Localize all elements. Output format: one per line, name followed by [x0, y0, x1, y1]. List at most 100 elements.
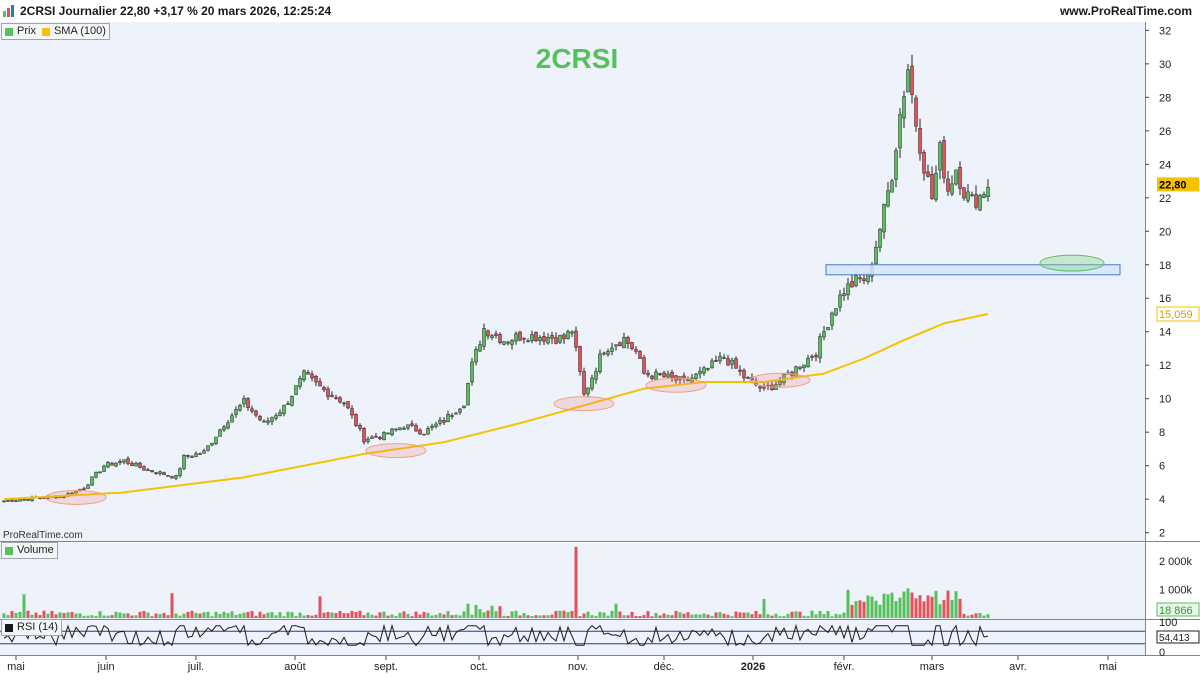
candle-up — [842, 293, 846, 297]
volume-bar — [910, 592, 914, 618]
volume-bar — [726, 614, 730, 618]
volume-bar — [862, 601, 866, 618]
candle-down — [646, 372, 650, 376]
rsi-tick-label: 100 — [1159, 617, 1177, 629]
volume-bar — [354, 612, 358, 618]
volume-bar — [926, 595, 930, 618]
volume-bar — [86, 615, 90, 618]
volume-bar — [662, 613, 666, 618]
volume-bar — [350, 610, 354, 618]
candle-up — [602, 352, 606, 355]
rsi-legend[interactable]: RSI (14) — [1, 619, 62, 636]
volume-panel-background — [0, 543, 1145, 619]
volume-bar — [82, 615, 86, 618]
candle-up — [430, 425, 434, 428]
volume-bar — [14, 612, 18, 618]
volume-bar — [626, 615, 630, 618]
volume-bar — [374, 615, 378, 618]
volume-bar — [570, 611, 574, 618]
candle-up — [566, 331, 570, 339]
volume-bar — [250, 611, 254, 618]
candle-down — [554, 337, 558, 344]
volume-bar — [10, 610, 14, 618]
time-tick-label: août — [284, 661, 305, 673]
candle-up — [102, 465, 106, 472]
volume-bar — [874, 600, 878, 618]
volume-bar — [790, 611, 794, 618]
volume-bar — [322, 612, 326, 618]
volume-bar — [202, 612, 206, 618]
volume-bar — [262, 614, 266, 618]
volume-bar — [898, 597, 902, 618]
volume-legend[interactable]: Volume — [1, 542, 58, 559]
volume-bar — [138, 611, 142, 618]
price-tick-label: 24 — [1159, 159, 1171, 171]
candle-down — [498, 334, 502, 343]
candle-down — [410, 423, 414, 426]
candle-up — [978, 195, 982, 211]
candle-up — [934, 173, 938, 200]
price-legend[interactable]: Prix SMA (100) — [1, 23, 110, 40]
volume-bar — [222, 611, 226, 618]
candle-up — [598, 353, 602, 373]
volume-bar — [826, 610, 830, 618]
candle-up — [762, 386, 766, 389]
candle-down — [138, 462, 142, 468]
volume-bar — [146, 612, 150, 618]
volume-bar — [98, 611, 102, 618]
candle-down — [638, 351, 642, 359]
chart-area[interactable]: 2 4 6 8 10 12 14 16 18 20 22 24 26 28 30 32 2CRSI ProReal… — [0, 22, 1200, 675]
volume-bar — [54, 614, 58, 618]
candle-up — [846, 283, 850, 296]
candle-up — [706, 368, 710, 370]
candle-up — [242, 398, 246, 405]
candle-up — [666, 373, 670, 378]
candle-down — [578, 346, 582, 372]
volume-bar — [930, 596, 934, 618]
site-url-link[interactable]: www.ProRealTime.com — [1059, 4, 1192, 18]
candle-up — [854, 275, 858, 286]
volume-bar — [430, 615, 434, 618]
candle-up — [506, 341, 510, 344]
candle-up — [466, 383, 470, 406]
volume-bar — [962, 613, 966, 618]
volume-bar — [802, 615, 806, 618]
volume-bar — [530, 615, 534, 618]
candle-up — [586, 387, 590, 395]
candle-down — [726, 358, 730, 366]
candle-up — [902, 96, 906, 119]
candle-down — [418, 429, 422, 435]
volume-bar — [366, 612, 370, 618]
volume-bar — [110, 615, 114, 618]
candle-down — [170, 476, 174, 479]
candle-up — [158, 471, 162, 474]
candle-up — [82, 488, 86, 490]
volume-bar — [982, 615, 986, 618]
candle-down — [126, 458, 130, 464]
volume-bar — [766, 614, 770, 618]
time-tick-label: 2026 — [741, 661, 765, 673]
volume-bar — [310, 615, 314, 618]
rsi-line — [3, 623, 989, 647]
volume-bar — [198, 613, 202, 618]
volume-bar — [302, 615, 306, 618]
chart-canvas[interactable]: 24681012141618202224262830322CRSIProReal… — [0, 22, 1200, 675]
volume-bar — [634, 615, 638, 618]
volume-bar — [494, 611, 498, 618]
last-price-value: 22,80 — [1159, 179, 1187, 191]
volume-bar — [122, 613, 126, 618]
volume-bar — [370, 614, 374, 618]
candle-down — [354, 413, 358, 427]
volume-bar — [290, 612, 294, 618]
volume-bar — [258, 611, 262, 618]
volume-bar — [894, 601, 898, 618]
volume-bar — [386, 615, 390, 618]
volume-bar — [194, 612, 198, 618]
volume-bar — [622, 615, 626, 618]
candle-down — [518, 331, 522, 341]
price-tick-label: 6 — [1159, 461, 1165, 473]
candle-up — [274, 415, 278, 419]
volume-bar — [586, 611, 590, 618]
volume-bar — [666, 614, 670, 618]
candle-down — [798, 366, 802, 369]
